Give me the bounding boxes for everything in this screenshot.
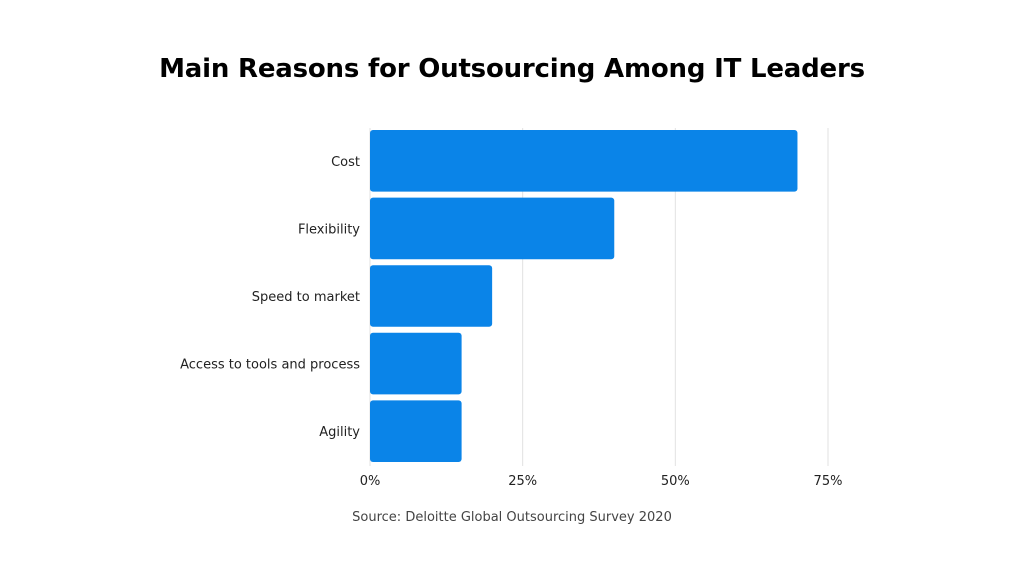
x-tick-label: 75% xyxy=(814,474,843,489)
category-label: Speed to market xyxy=(252,290,360,305)
bar xyxy=(370,400,462,462)
x-tick-label: 25% xyxy=(508,474,537,489)
bar xyxy=(370,265,493,327)
category-label: Flexibility xyxy=(298,222,360,237)
bar xyxy=(370,332,462,395)
x-tick-label: 50% xyxy=(661,474,690,489)
x-tick-label: 0% xyxy=(360,474,381,489)
bar xyxy=(370,130,798,192)
category-label: Agility xyxy=(319,425,360,440)
category-label: Cost xyxy=(331,155,360,170)
bar xyxy=(370,197,615,260)
category-label: Access to tools and process xyxy=(180,358,360,373)
chart-title: Main Reasons for Outsourcing Among IT Le… xyxy=(159,54,865,84)
source-note: Source: Deloitte Global Outsourcing Surv… xyxy=(352,510,672,525)
